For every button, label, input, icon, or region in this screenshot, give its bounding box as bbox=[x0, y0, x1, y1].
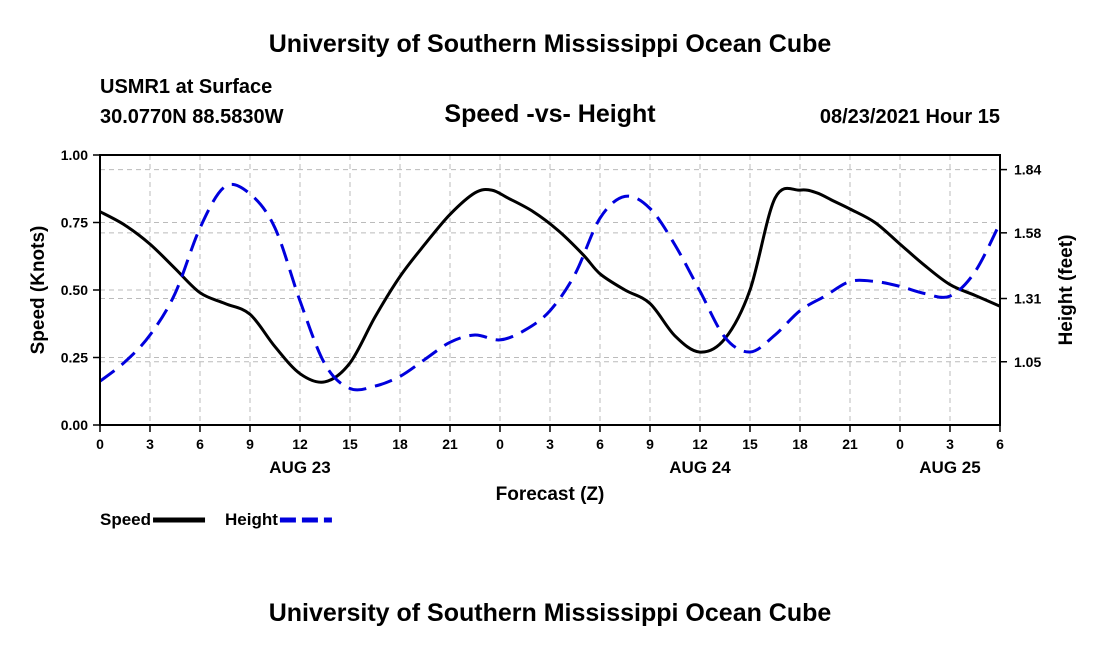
coordinates-label: 30.0770N 88.5830W bbox=[100, 106, 284, 128]
y-tick-label: 0.50 bbox=[61, 282, 88, 298]
x-tick-label: 0 bbox=[496, 436, 504, 452]
page-title: University of Southern Mississippi Ocean… bbox=[268, 30, 832, 58]
x-tick-label: 6 bbox=[596, 436, 604, 452]
forecast-date-label: 08/23/2021 Hour 15 bbox=[819, 106, 1000, 128]
x-axis-label: Forecast (Z) bbox=[496, 484, 605, 505]
chart-grid bbox=[100, 155, 1000, 425]
y2-tick-label: 1.84 bbox=[1014, 162, 1041, 178]
x-tick-label: 18 bbox=[392, 436, 408, 452]
x-tick-label: 12 bbox=[692, 436, 708, 452]
legend-label-speed: Speed bbox=[100, 510, 151, 529]
x-tick-label: 21 bbox=[842, 436, 858, 452]
x-tick-label: 3 bbox=[146, 436, 154, 452]
y2-axis-label: Height (feet) bbox=[1056, 235, 1077, 346]
x-tick-label: 18 bbox=[792, 436, 808, 452]
chart-series bbox=[100, 182, 1000, 392]
date-label: AUG 23 bbox=[269, 458, 330, 477]
x-tick-label: 3 bbox=[946, 436, 954, 452]
y-tick-label: 0.25 bbox=[61, 350, 88, 366]
x-tick-label: 9 bbox=[646, 436, 654, 452]
x-tick-label: 15 bbox=[342, 436, 358, 452]
footer-title: University of Southern Mississippi Ocean… bbox=[268, 599, 832, 627]
chart-legend: Speed Height bbox=[100, 510, 332, 529]
x-tick-label: 6 bbox=[996, 436, 1004, 452]
station-label: USMR1 at Surface bbox=[100, 76, 273, 98]
y2-tick-label: 1.05 bbox=[1014, 354, 1041, 370]
x-tick-label: 15 bbox=[742, 436, 758, 452]
chart-title: Speed -vs- Height bbox=[444, 100, 656, 128]
legend-label-height: Height bbox=[225, 510, 278, 529]
series-line-height bbox=[100, 182, 1000, 392]
x-tick-label: 21 bbox=[442, 436, 458, 452]
x-tick-label: 9 bbox=[246, 436, 254, 452]
x-tick-label: 0 bbox=[896, 436, 904, 452]
x-tick-label: 12 bbox=[292, 436, 308, 452]
y-tick-label: 0.75 bbox=[61, 215, 88, 231]
y2-tick-label: 1.58 bbox=[1014, 225, 1041, 241]
date-label: AUG 24 bbox=[669, 458, 731, 477]
date-label: AUG 25 bbox=[919, 458, 980, 477]
series-line-speed bbox=[100, 186, 1000, 384]
x-tick-label: 6 bbox=[196, 436, 204, 452]
y2-tick-label: 1.31 bbox=[1014, 291, 1041, 307]
y-tick-label: 0.00 bbox=[61, 417, 88, 433]
x-tick-label: 3 bbox=[546, 436, 554, 452]
chart-axes: 0 3 6 9 12 15 18 21 0 3 6 9 12 15 18 21 0 3 6 AUG 23 AUG 24 A… bbox=[28, 147, 1077, 505]
y-tick-label: 1.00 bbox=[61, 147, 88, 163]
y-axis-label: Speed (Knots) bbox=[28, 226, 49, 355]
x-tick-label: 0 bbox=[96, 436, 104, 452]
